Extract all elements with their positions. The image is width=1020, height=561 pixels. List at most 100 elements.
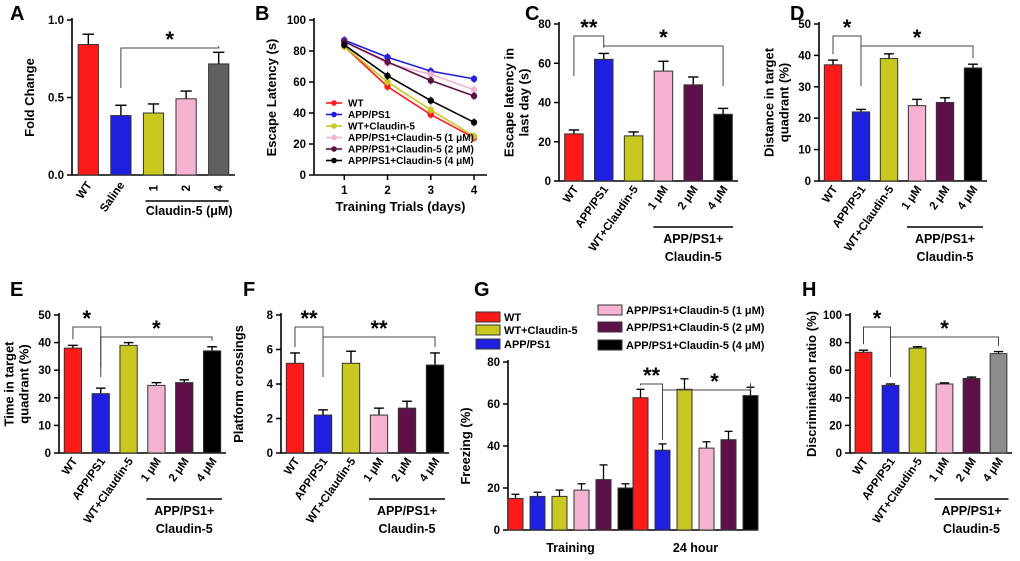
bar	[742, 395, 759, 531]
y-tick-label: 10	[38, 420, 51, 432]
significance-label: *	[940, 316, 949, 341]
y-axis-title: Fold Change	[22, 58, 37, 137]
data-point	[427, 71, 434, 78]
bar-4-m	[202, 350, 222, 454]
y-tick-label: 20	[487, 483, 500, 495]
y-tick-label: 20	[38, 393, 51, 405]
group-label: APP/PS1+	[154, 504, 214, 518]
bar	[698, 447, 715, 531]
y-tick-label: 4	[267, 379, 274, 391]
data-point	[470, 75, 478, 83]
bar	[676, 388, 693, 531]
group-label: APP/PS1+	[663, 232, 723, 246]
y-tick-label: 0	[545, 176, 551, 188]
legend-label: APP/PS1+Claudin-5 (1 μM)	[348, 133, 474, 144]
y-tick-label: 80	[538, 19, 551, 31]
x-tick-label: WT	[60, 456, 80, 478]
y-tick-label: 80	[829, 338, 842, 350]
x-tick-label: 2 μM	[676, 184, 701, 212]
bar-app-ps1	[881, 384, 900, 454]
legend-marker	[331, 134, 337, 141]
legend-swatch	[475, 338, 501, 350]
group-label: Claudin-5	[665, 250, 722, 264]
data-point	[384, 72, 391, 80]
significance-label: *	[83, 306, 92, 331]
bar-1-m	[369, 414, 389, 454]
y-tick-label: 20	[538, 137, 551, 149]
legend-label: WT	[348, 99, 364, 110]
group-label: Claudin-5	[379, 522, 436, 536]
significance-label: *	[166, 27, 175, 52]
bar-wt	[823, 64, 843, 182]
group-label: Claudin-5	[156, 522, 213, 536]
significance-label: *	[152, 316, 161, 341]
significance-bracket	[640, 383, 663, 440]
x-tick-label: 1	[149, 184, 161, 191]
panel-letter-e: E	[10, 279, 23, 301]
y-tick-label: 1.0	[48, 15, 64, 27]
legend-label: APP/PS1	[348, 110, 391, 121]
data-point	[384, 78, 391, 86]
data-point	[341, 41, 348, 48]
significance-label: *	[659, 25, 668, 50]
significance-bracket	[573, 35, 605, 76]
x-tick-label: 24 hour	[673, 541, 718, 555]
data-point	[427, 77, 434, 84]
x-tick-label: 1	[341, 185, 348, 197]
x-tick-label: 2	[384, 185, 390, 197]
x-tick-label: Saline	[98, 180, 127, 215]
y-tick-label: 0	[267, 448, 273, 460]
series-line	[343, 39, 475, 80]
y-tick-label: 0	[300, 170, 306, 182]
significance-bracket	[322, 336, 436, 377]
significance-label: *	[710, 369, 719, 394]
x-tick-label: 4 μM	[706, 184, 731, 212]
data-point	[470, 92, 478, 100]
y-tick-label: 40	[38, 338, 51, 350]
bar-wt-claudin-5	[879, 58, 899, 182]
bar-wt	[77, 44, 99, 176]
data-point	[384, 54, 391, 61]
x-tick-label: 2 μM	[390, 456, 415, 484]
x-tick-label: 4 μM	[956, 184, 981, 212]
bar-2-m	[962, 377, 981, 454]
bar-2-m	[683, 84, 703, 182]
chart-a: A 0.0 0.5 1.0 Fold Change WT Saline 1 2 4 Claudin-…	[10, 3, 235, 218]
bar-4-m	[425, 364, 445, 454]
series-line	[343, 45, 475, 139]
bar-2-m	[397, 407, 417, 454]
x-tick-label: 1 μM	[362, 456, 387, 484]
legend-label: APP/PS1+Claudin-5 (2 μM)	[348, 145, 474, 156]
bar-wt-claudin-5	[119, 344, 138, 454]
y-tick-label: 60	[829, 365, 842, 377]
y-axis-title: quadrant (%)	[777, 63, 792, 142]
x-tick-label: 2 μM	[167, 456, 192, 484]
y-tick-label: 0.0	[48, 170, 64, 182]
bar-wt-claudin-5	[908, 347, 927, 454]
bar-4-m	[963, 67, 983, 182]
x-tick-label: 2	[181, 185, 193, 191]
x-tick-label: 2 μM	[928, 184, 953, 212]
bar-1	[142, 112, 165, 176]
x-tick-label: 1 μM	[927, 456, 952, 484]
bar	[595, 479, 612, 531]
significance-bracket	[120, 46, 220, 88]
y-tick-label: 60	[487, 399, 500, 411]
bar-1-m	[147, 384, 166, 454]
y-tick-label: 20	[798, 113, 811, 125]
y-tick-label: 0	[836, 448, 842, 460]
y-tick-label: 60	[538, 58, 551, 70]
panel-letter-d: D	[790, 3, 804, 25]
bar	[654, 449, 671, 531]
x-tick-label: WT	[820, 184, 840, 206]
legend-swatch	[597, 321, 623, 333]
x-tick-label: WT	[75, 180, 95, 202]
legend-marker	[331, 146, 337, 152]
significance-label: **	[370, 316, 388, 341]
y-axis-title: Escape Latency (s)	[264, 39, 279, 157]
legend-swatch	[475, 324, 501, 336]
bar-wt	[564, 133, 584, 182]
bar-2	[175, 98, 197, 176]
data-point	[470, 86, 478, 93]
